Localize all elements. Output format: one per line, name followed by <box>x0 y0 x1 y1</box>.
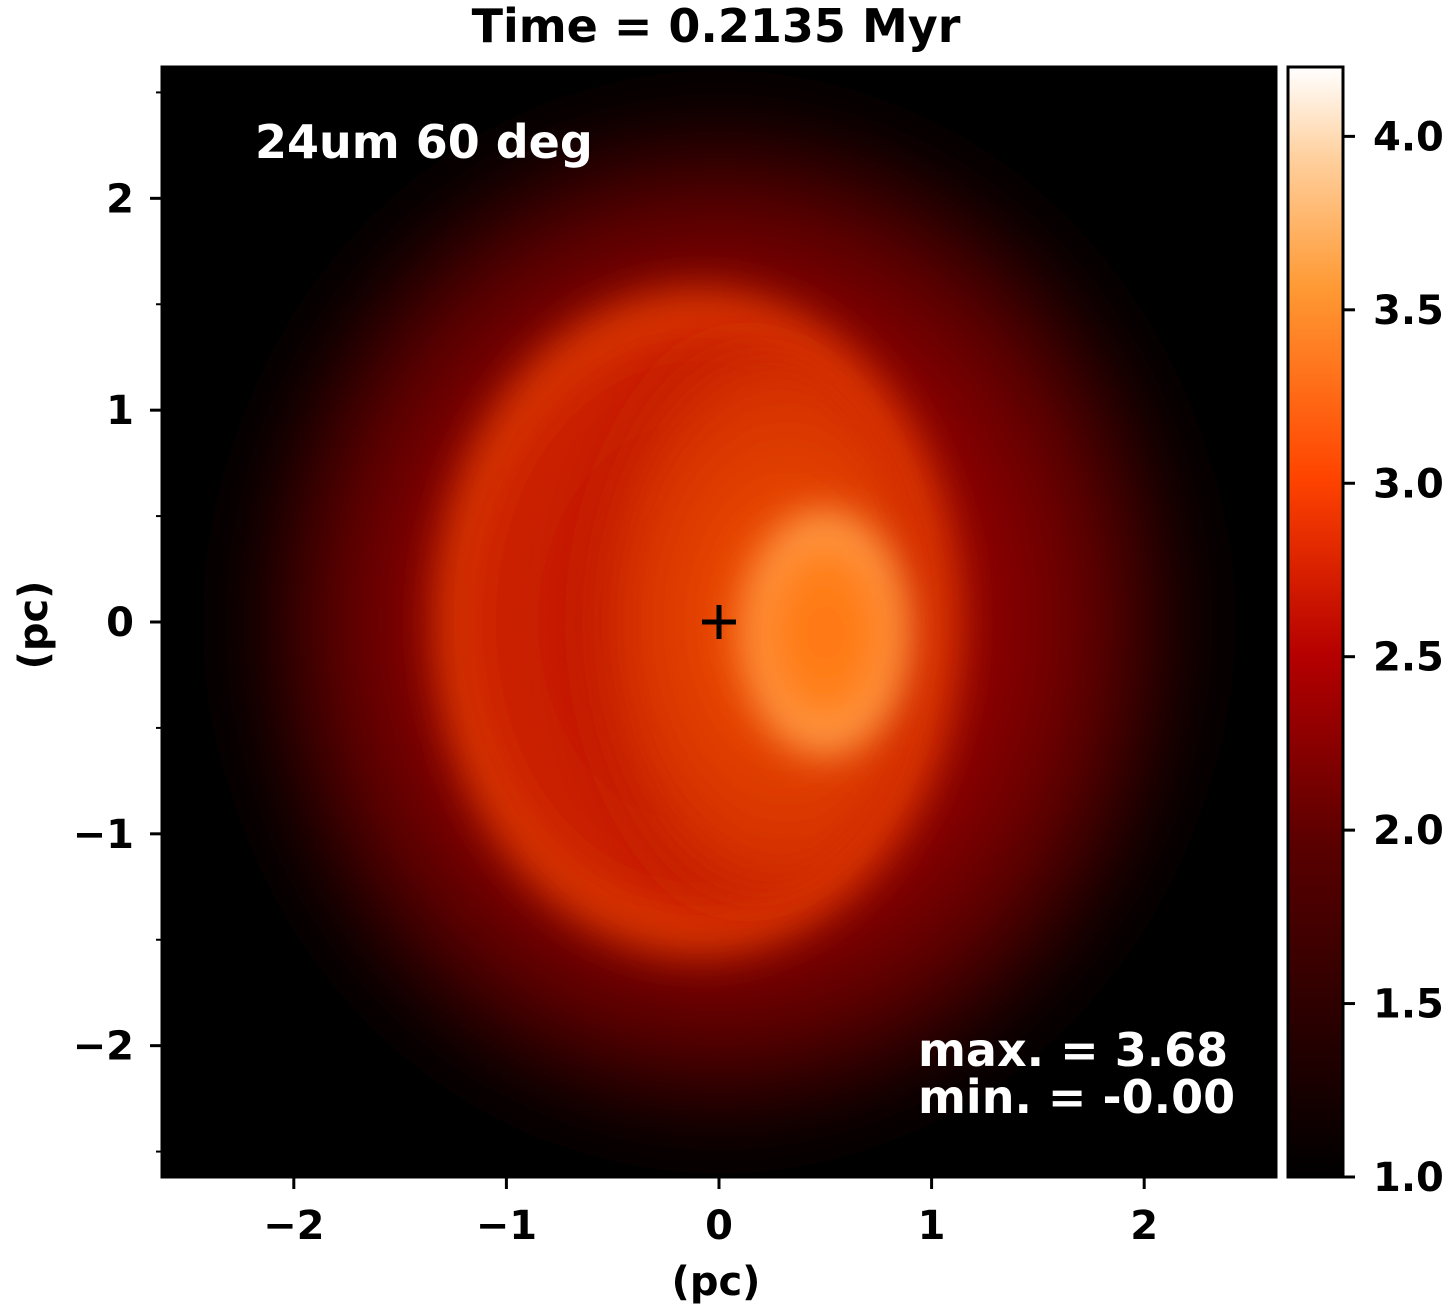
x-tick-label: 1 <box>918 1203 946 1249</box>
x-axis: −2 −1 0 1 2 <box>263 1177 1158 1249</box>
colorbar-ticks: 1.0 1.5 2.0 2.5 3.0 3.5 4.0 <box>1343 114 1444 1201</box>
colorbar-tick-label: 2.0 <box>1373 808 1444 854</box>
colorbar-tick-label: 3.0 <box>1373 461 1444 507</box>
y-tick-label: −2 <box>73 1024 134 1070</box>
x-tick-label: 0 <box>705 1203 733 1249</box>
x-tick-label: −2 <box>263 1203 324 1249</box>
y-axis: −2 −1 0 1 2 <box>73 91 162 1153</box>
field-label: 24um 60 deg <box>255 115 593 169</box>
y-tick-label: 2 <box>106 176 134 222</box>
min-annotation: min. = -0.00 <box>918 1070 1235 1124</box>
colorbar-gradient <box>1286 65 1345 1179</box>
y-tick-label: 0 <box>106 600 134 646</box>
y-tick-label: −1 <box>73 812 134 858</box>
heatmap-bright-rim <box>736 501 915 764</box>
x-axis-label: (pc) <box>672 1259 761 1305</box>
colorbar: 1.0 1.5 2.0 2.5 3.0 3.5 4.0 <box>1286 65 1444 1201</box>
colorbar-tick-label: 1.0 <box>1373 1155 1444 1201</box>
max-annotation: max. = 3.68 <box>918 1023 1228 1077</box>
chart-title: Time = 0.2135 Myr <box>472 0 961 53</box>
colorbar-tick-label: 3.5 <box>1373 288 1444 334</box>
x-tick-label: −1 <box>476 1203 537 1249</box>
colorbar-tick-label: 2.5 <box>1373 635 1444 681</box>
x-tick-label: 2 <box>1130 1203 1158 1249</box>
center-marker <box>702 605 736 639</box>
y-axis-label: (pc) <box>11 581 57 670</box>
colorbar-tick-label: 4.0 <box>1373 114 1444 160</box>
colorbar-tick-label: 1.5 <box>1373 982 1444 1028</box>
y-tick-label: 1 <box>106 388 134 434</box>
